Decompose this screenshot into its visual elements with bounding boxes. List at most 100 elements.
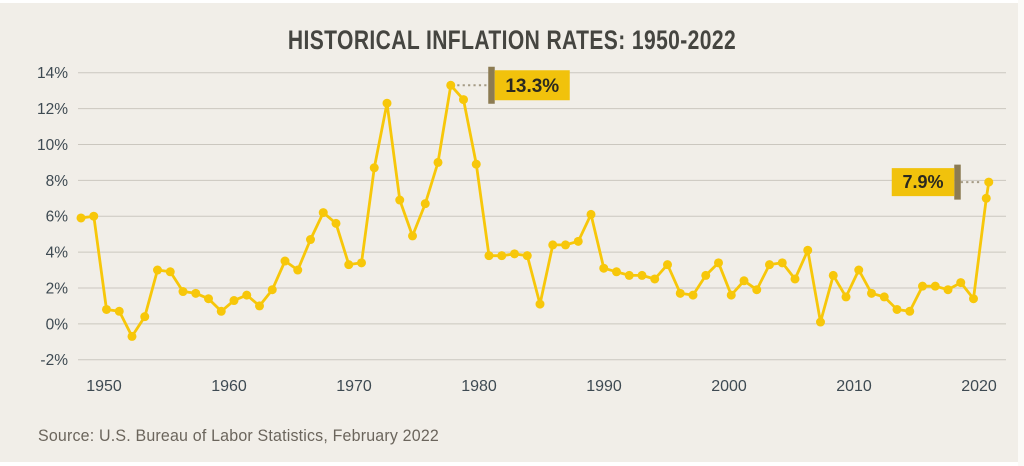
data-point-marker (905, 306, 915, 316)
data-point-marker (714, 258, 723, 268)
data-point-marker (459, 95, 468, 105)
data-point-marker (369, 163, 379, 173)
data-point-marker (879, 292, 889, 302)
x-axis-label: 1970 (336, 378, 372, 395)
data-point-marker (408, 231, 417, 241)
data-point-marker (561, 240, 570, 250)
data-point-marker (522, 251, 532, 261)
data-point-marker (242, 290, 252, 300)
data-point-marker (777, 258, 787, 268)
annotation-label: 7.9% (902, 172, 943, 192)
data-point-marker (956, 278, 966, 288)
edge-strip-bottom (0, 462, 1024, 466)
data-point-marker (433, 157, 443, 167)
data-point-marker (535, 299, 545, 309)
data-point-marker (918, 281, 927, 291)
y-axis-label: 8% (46, 173, 69, 190)
data-point-marker (484, 251, 494, 261)
data-point-marker (548, 240, 558, 250)
data-point-marker (395, 195, 405, 205)
data-point-marker (357, 258, 366, 268)
data-point-marker (752, 285, 762, 295)
data-point-marker (127, 331, 137, 341)
y-axis-label: 6% (46, 209, 69, 226)
data-point-marker (318, 208, 328, 218)
data-point-marker (701, 270, 711, 280)
annotation-bar (954, 164, 961, 200)
data-point-marker (76, 213, 86, 223)
data-point-marker (854, 265, 864, 275)
data-point-marker (930, 281, 940, 291)
data-point-marker (153, 265, 162, 275)
data-point-marker (803, 245, 813, 255)
data-point-marker (790, 274, 800, 284)
data-point-marker (663, 260, 672, 270)
data-point-marker (114, 306, 124, 316)
data-point-marker (382, 98, 392, 108)
chart-title: HISTORICAL INFLATION RATES: 1950-2022 (287, 25, 737, 55)
data-point-marker (650, 274, 660, 284)
y-axis-label: -2% (40, 352, 68, 369)
data-point-marker (981, 193, 991, 203)
data-point-marker (293, 265, 303, 275)
annotation-label: 13.3% (505, 76, 559, 97)
data-point-marker (306, 235, 315, 245)
data-point-marker (204, 294, 213, 304)
y-axis-label: 14% (37, 65, 68, 82)
data-point-marker (420, 199, 430, 209)
data-point-marker (867, 288, 876, 298)
data-point-marker (89, 211, 99, 221)
data-point-marker (255, 301, 264, 311)
annotation-callout: 7.9% (891, 164, 983, 200)
source-attribution: Source: U.S. Bureau of Labor Statistics,… (38, 426, 439, 445)
data-point-marker (892, 304, 902, 314)
data-point-marker (446, 80, 456, 90)
data-point-marker (816, 317, 825, 327)
data-point-marker (599, 263, 609, 273)
x-axis-label: 2010 (836, 378, 872, 395)
edge-strip-right (1018, 0, 1024, 466)
data-point-marker (331, 218, 341, 228)
y-axis-label: 10% (37, 137, 68, 154)
annotation-callout: 13.3% (457, 66, 570, 104)
data-point-marker (165, 267, 175, 277)
data-point-marker (344, 260, 354, 270)
annotation-bar (488, 66, 495, 104)
data-point-marker (140, 312, 150, 322)
annotation-box (494, 70, 570, 101)
y-axis-label: 4% (46, 245, 69, 262)
data-point-marker (739, 276, 749, 286)
x-axis-label: 2000 (711, 378, 747, 395)
data-point-marker (191, 288, 201, 298)
data-point-marker (828, 270, 838, 280)
data-point-marker (637, 270, 647, 280)
data-point-marker (102, 304, 111, 314)
data-point-marker (216, 306, 226, 316)
data-point-marker (267, 285, 277, 295)
data-point-marker (612, 267, 621, 277)
data-point-marker (688, 290, 698, 300)
data-point-marker (586, 209, 596, 219)
data-point-marker (726, 290, 736, 300)
y-axis-label: 2% (46, 280, 69, 297)
x-axis-label: 1960 (211, 378, 247, 395)
data-point-marker (943, 285, 953, 295)
y-axis-label: 0% (46, 316, 69, 333)
x-axis-label: 2020 (961, 378, 997, 395)
edge-strip-top (0, 0, 1024, 3)
data-point-marker (984, 177, 994, 187)
inflation-line (79, 83, 991, 338)
data-point-marker (280, 256, 290, 266)
x-axis-label: 1990 (586, 378, 622, 395)
data-point-marker (573, 236, 583, 246)
data-point-marker (510, 249, 519, 259)
x-axis-label: 1950 (86, 378, 122, 395)
data-point-marker (624, 270, 634, 280)
x-axis-label: 1980 (461, 378, 497, 395)
annotation-box (891, 168, 955, 197)
data-point-marker (178, 287, 188, 297)
data-point-marker (497, 251, 507, 261)
data-point-marker (969, 294, 978, 304)
